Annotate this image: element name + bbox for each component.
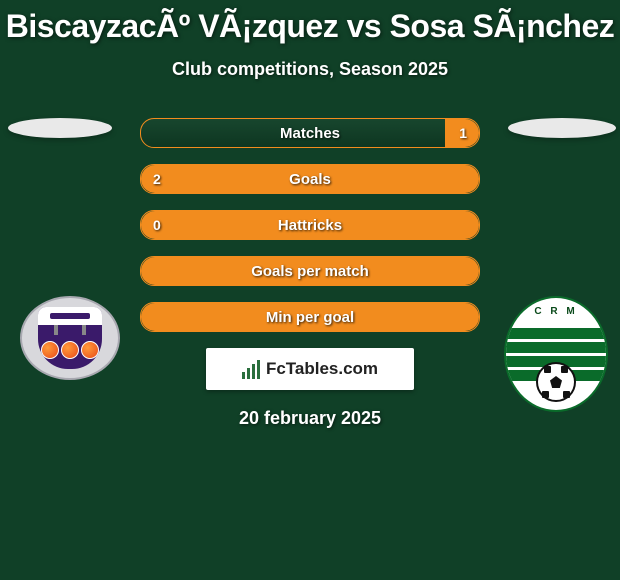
attribution-box: FcTables.com [206,348,414,390]
team-badge-left [20,296,120,380]
stat-rows: 1 Matches 2 Goals 0 Hattricks Goals per match M… [140,118,480,332]
team-right-text: C R M [506,306,606,317]
stat-label: Goals [289,171,331,188]
stat-left-value: 2 [153,171,161,187]
stat-label: Goals per match [251,263,369,280]
spotlight-left [8,118,112,138]
stat-row: 1 Matches [140,118,480,148]
page-subtitle: Club competitions, Season 2025 [0,59,620,80]
comparison-body: C R M 1 Matches 2 Goals 0 Hattricks Goals per … [0,118,620,429]
stat-row: 0 Hattricks [140,210,480,240]
team-badge-right: C R M [504,296,608,412]
stat-left-value: 0 [153,217,161,233]
stat-right-value: 1 [459,125,467,141]
stat-row: Goals per match [140,256,480,286]
page-title: BiscayzacÃº VÃ¡zquez vs Sosa SÃ¡nchez [0,0,620,45]
stat-label: Min per goal [266,309,354,326]
stat-label: Matches [280,125,340,142]
spotlight-right [508,118,616,138]
footer-date: 20 february 2025 [0,408,620,429]
soccer-ball-icon [536,362,576,402]
stat-row: Min per goal [140,302,480,332]
attribution-label: FcTables.com [266,359,378,379]
chart-icon [242,360,260,379]
stat-label: Hattricks [278,217,342,234]
stat-row: 2 Goals [140,164,480,194]
